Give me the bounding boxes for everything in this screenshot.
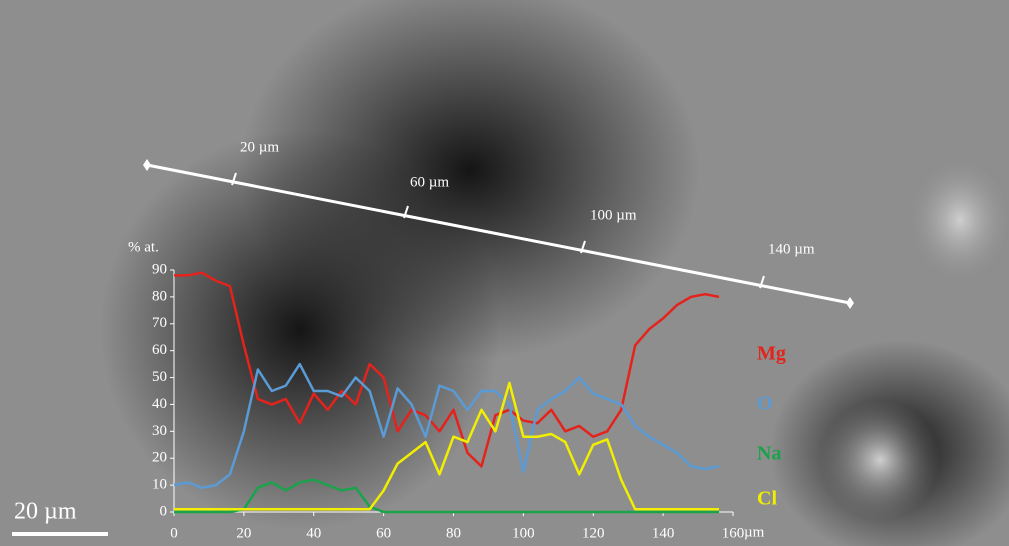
y-tick-label: 30 [152,423,167,439]
x-tick-label: 20 [236,525,251,541]
y-tick-label: 80 [152,288,167,304]
y-tick-label: 20 [152,450,167,466]
legend-label: O [757,393,773,415]
series-line [173,362,720,490]
y-axis-label: % at. [128,239,159,255]
scan-label: 60 µm [410,174,449,190]
series-line [174,478,720,514]
bright-region [910,160,1009,280]
y-tick-label: 90 [152,261,167,277]
x-tick-label: 120 [582,525,605,541]
legend-label: Mg [757,343,786,365]
legend-label: Cl [757,488,777,510]
legend-label: Na [757,443,781,465]
scan-label: 20 µm [240,139,279,155]
y-tick-label: 70 [152,315,167,331]
scan-end [846,297,854,309]
x-tick-label: 40 [306,525,321,541]
y-tick-label: 40 [152,396,167,412]
scan-tick [403,205,409,219]
x-tick-label: 60 [376,525,391,541]
scan-line [146,163,851,305]
dark-region [100,130,500,530]
x-tick-label: 100 [512,525,535,541]
scan-tick [759,275,765,289]
scan-tick [580,240,586,254]
x-tick-label: 80 [446,525,461,541]
x-axis-label: µm [744,524,765,540]
x-tick-label: 140 [652,525,675,541]
scan-label: 100 µm [590,207,637,223]
scan-end [143,159,151,171]
x-tick-label: 0 [170,525,178,541]
y-tick-label: 0 [160,503,168,519]
series-line [174,271,720,468]
y-tick-label: 50 [152,369,167,385]
scan-tick [231,172,237,186]
series-line [174,381,720,511]
x-tick-label: 160 [722,525,745,541]
scale-bar-label: 20 µm [14,499,77,525]
bright-region [820,400,940,520]
scan-label: 140 µm [768,241,815,257]
y-tick-label: 10 [152,477,167,493]
y-tick-label: 60 [152,342,167,358]
